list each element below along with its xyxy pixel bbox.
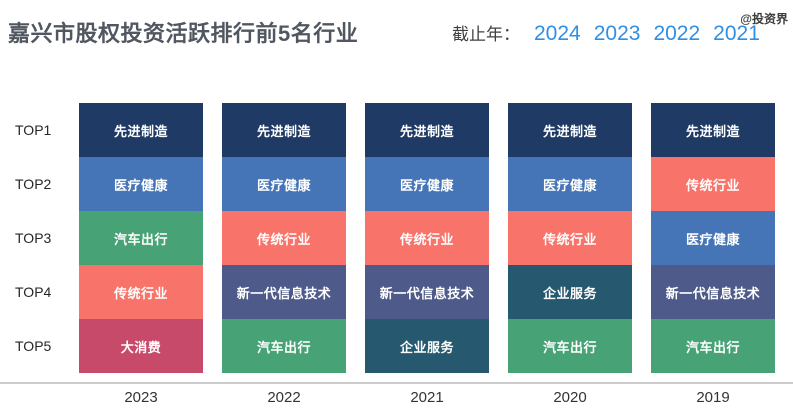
rank-block-2023-top3[interactable]: 汽车出行: [79, 211, 203, 265]
year-filter-option-2021[interactable]: 2021: [713, 22, 760, 45]
rank-block-2019-top2[interactable]: 传统行业: [651, 157, 775, 211]
rank-block-2022-top1[interactable]: 先进制造: [222, 103, 346, 157]
rank-block-2019-top3[interactable]: 医疗健康: [651, 211, 775, 265]
chart-columns: 先进制造 医疗健康 汽车出行 传统行业 大消费 先进制造 医疗健康 传统行业 新一代信息技术 汽车…: [79, 103, 775, 373]
rank-block-2020-top2[interactable]: 医疗健康: [508, 157, 632, 211]
rank-block-2019-top4[interactable]: 新一代信息技术: [651, 265, 775, 319]
rank-block-2021-top1[interactable]: 先进制造: [365, 103, 489, 157]
row-label-top2: TOP2: [15, 176, 52, 192]
x-axis-label-2023: 2023: [124, 389, 158, 406]
rank-block-2020-top4[interactable]: 企业服务: [508, 265, 632, 319]
x-axis-label-2022: 2022: [267, 389, 301, 406]
year-filter-option-2024[interactable]: 2024: [534, 22, 581, 45]
row-label-top3: TOP3: [15, 230, 52, 246]
x-axis-label-2020: 2020: [553, 389, 587, 406]
rank-block-2023-top5[interactable]: 大消费: [79, 319, 203, 373]
row-label-top1: TOP1: [15, 122, 52, 138]
rank-block-2022-top2[interactable]: 医疗健康: [222, 157, 346, 211]
chart-column-2020: 先进制造 医疗健康 传统行业 企业服务 汽车出行: [508, 103, 632, 373]
x-axis-labels: 2023 2022 2021 2020 2019: [79, 389, 775, 406]
rank-block-2021-top4[interactable]: 新一代信息技术: [365, 265, 489, 319]
rank-block-2022-top5[interactable]: 汽车出行: [222, 319, 346, 373]
rank-block-2019-top5[interactable]: 汽车出行: [651, 319, 775, 373]
chart-column-2021: 先进制造 医疗健康 传统行业 新一代信息技术 企业服务: [365, 103, 489, 373]
rank-block-2023-top1[interactable]: 先进制造: [79, 103, 203, 157]
rank-block-2023-top2[interactable]: 医疗健康: [79, 157, 203, 211]
rank-row-labels: TOP1 TOP2 TOP3 TOP4 TOP5: [15, 103, 51, 373]
x-axis-line: [0, 382, 793, 384]
watermark-text: @投资界: [740, 12, 788, 26]
chart-column-2019: 先进制造 传统行业 医疗健康 新一代信息技术 汽车出行: [651, 103, 775, 373]
x-axis-label-2019: 2019: [696, 389, 730, 406]
rank-block-2020-top5[interactable]: 汽车出行: [508, 319, 632, 373]
rank-block-2023-top4[interactable]: 传统行业: [79, 265, 203, 319]
rank-block-2021-top2[interactable]: 医疗健康: [365, 157, 489, 211]
rank-block-2020-top1[interactable]: 先进制造: [508, 103, 632, 157]
rank-block-2021-top5[interactable]: 企业服务: [365, 319, 489, 373]
row-label-top4: TOP4: [15, 284, 52, 300]
row-label-top5: TOP5: [15, 338, 52, 354]
rank-block-2022-top4[interactable]: 新一代信息技术: [222, 265, 346, 319]
rank-block-2022-top3[interactable]: 传统行业: [222, 211, 346, 265]
year-filter-label: 截止年：: [452, 25, 520, 44]
page-title: 嘉兴市股权投资活跃排行前5名行业: [8, 21, 359, 46]
rank-block-2020-top3[interactable]: 传统行业: [508, 211, 632, 265]
x-axis-label-2021: 2021: [410, 389, 444, 406]
chart-column-2023: 先进制造 医疗健康 汽车出行 传统行业 大消费: [79, 103, 203, 373]
year-filter: 截止年： 2024 2023 2022 2021: [452, 20, 760, 46]
rank-block-2019-top1[interactable]: 先进制造: [651, 103, 775, 157]
rank-block-2021-top3[interactable]: 传统行业: [365, 211, 489, 265]
year-filter-option-2023[interactable]: 2023: [593, 22, 641, 45]
year-filter-options: 2024 2023 2022 2021: [534, 22, 760, 46]
year-filter-option-2022[interactable]: 2022: [653, 22, 701, 45]
chart-column-2022: 先进制造 医疗健康 传统行业 新一代信息技术 汽车出行: [222, 103, 346, 373]
